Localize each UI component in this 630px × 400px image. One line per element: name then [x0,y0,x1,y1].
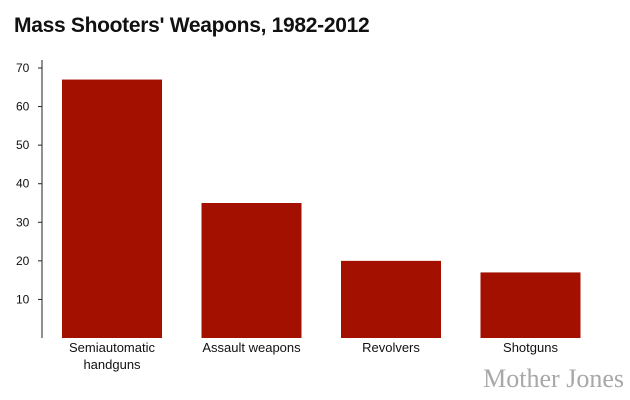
x-category-label: Shotguns [503,340,558,355]
x-category-label: Revolvers [362,340,420,355]
bar [480,272,581,338]
x-axis-labels: Semiautomatic handguns Assault weapons Revo… [69,340,558,372]
bars-group [62,79,581,339]
x-category-label: Assault weapons [202,340,301,355]
mother-jones-logo: Mother Jones [483,364,624,393]
y-tick-label: 60 [16,100,30,114]
y-tick-label: 20 [16,254,30,268]
x-category-label: Semiautomatic handguns [69,340,155,372]
y-tick-label: 10 [16,292,30,306]
y-tick-label: 50 [16,138,30,152]
bar [341,260,441,338]
y-tick-label: 30 [16,215,30,229]
y-axis-ticks: 10 20 30 40 50 60 70 [16,61,42,306]
bar [62,79,162,339]
y-tick-label: 40 [16,177,30,191]
bar [201,203,302,338]
y-tick-label: 70 [16,61,30,75]
chart-title: Mass Shooters' Weapons, 1982-2012 [14,14,370,37]
